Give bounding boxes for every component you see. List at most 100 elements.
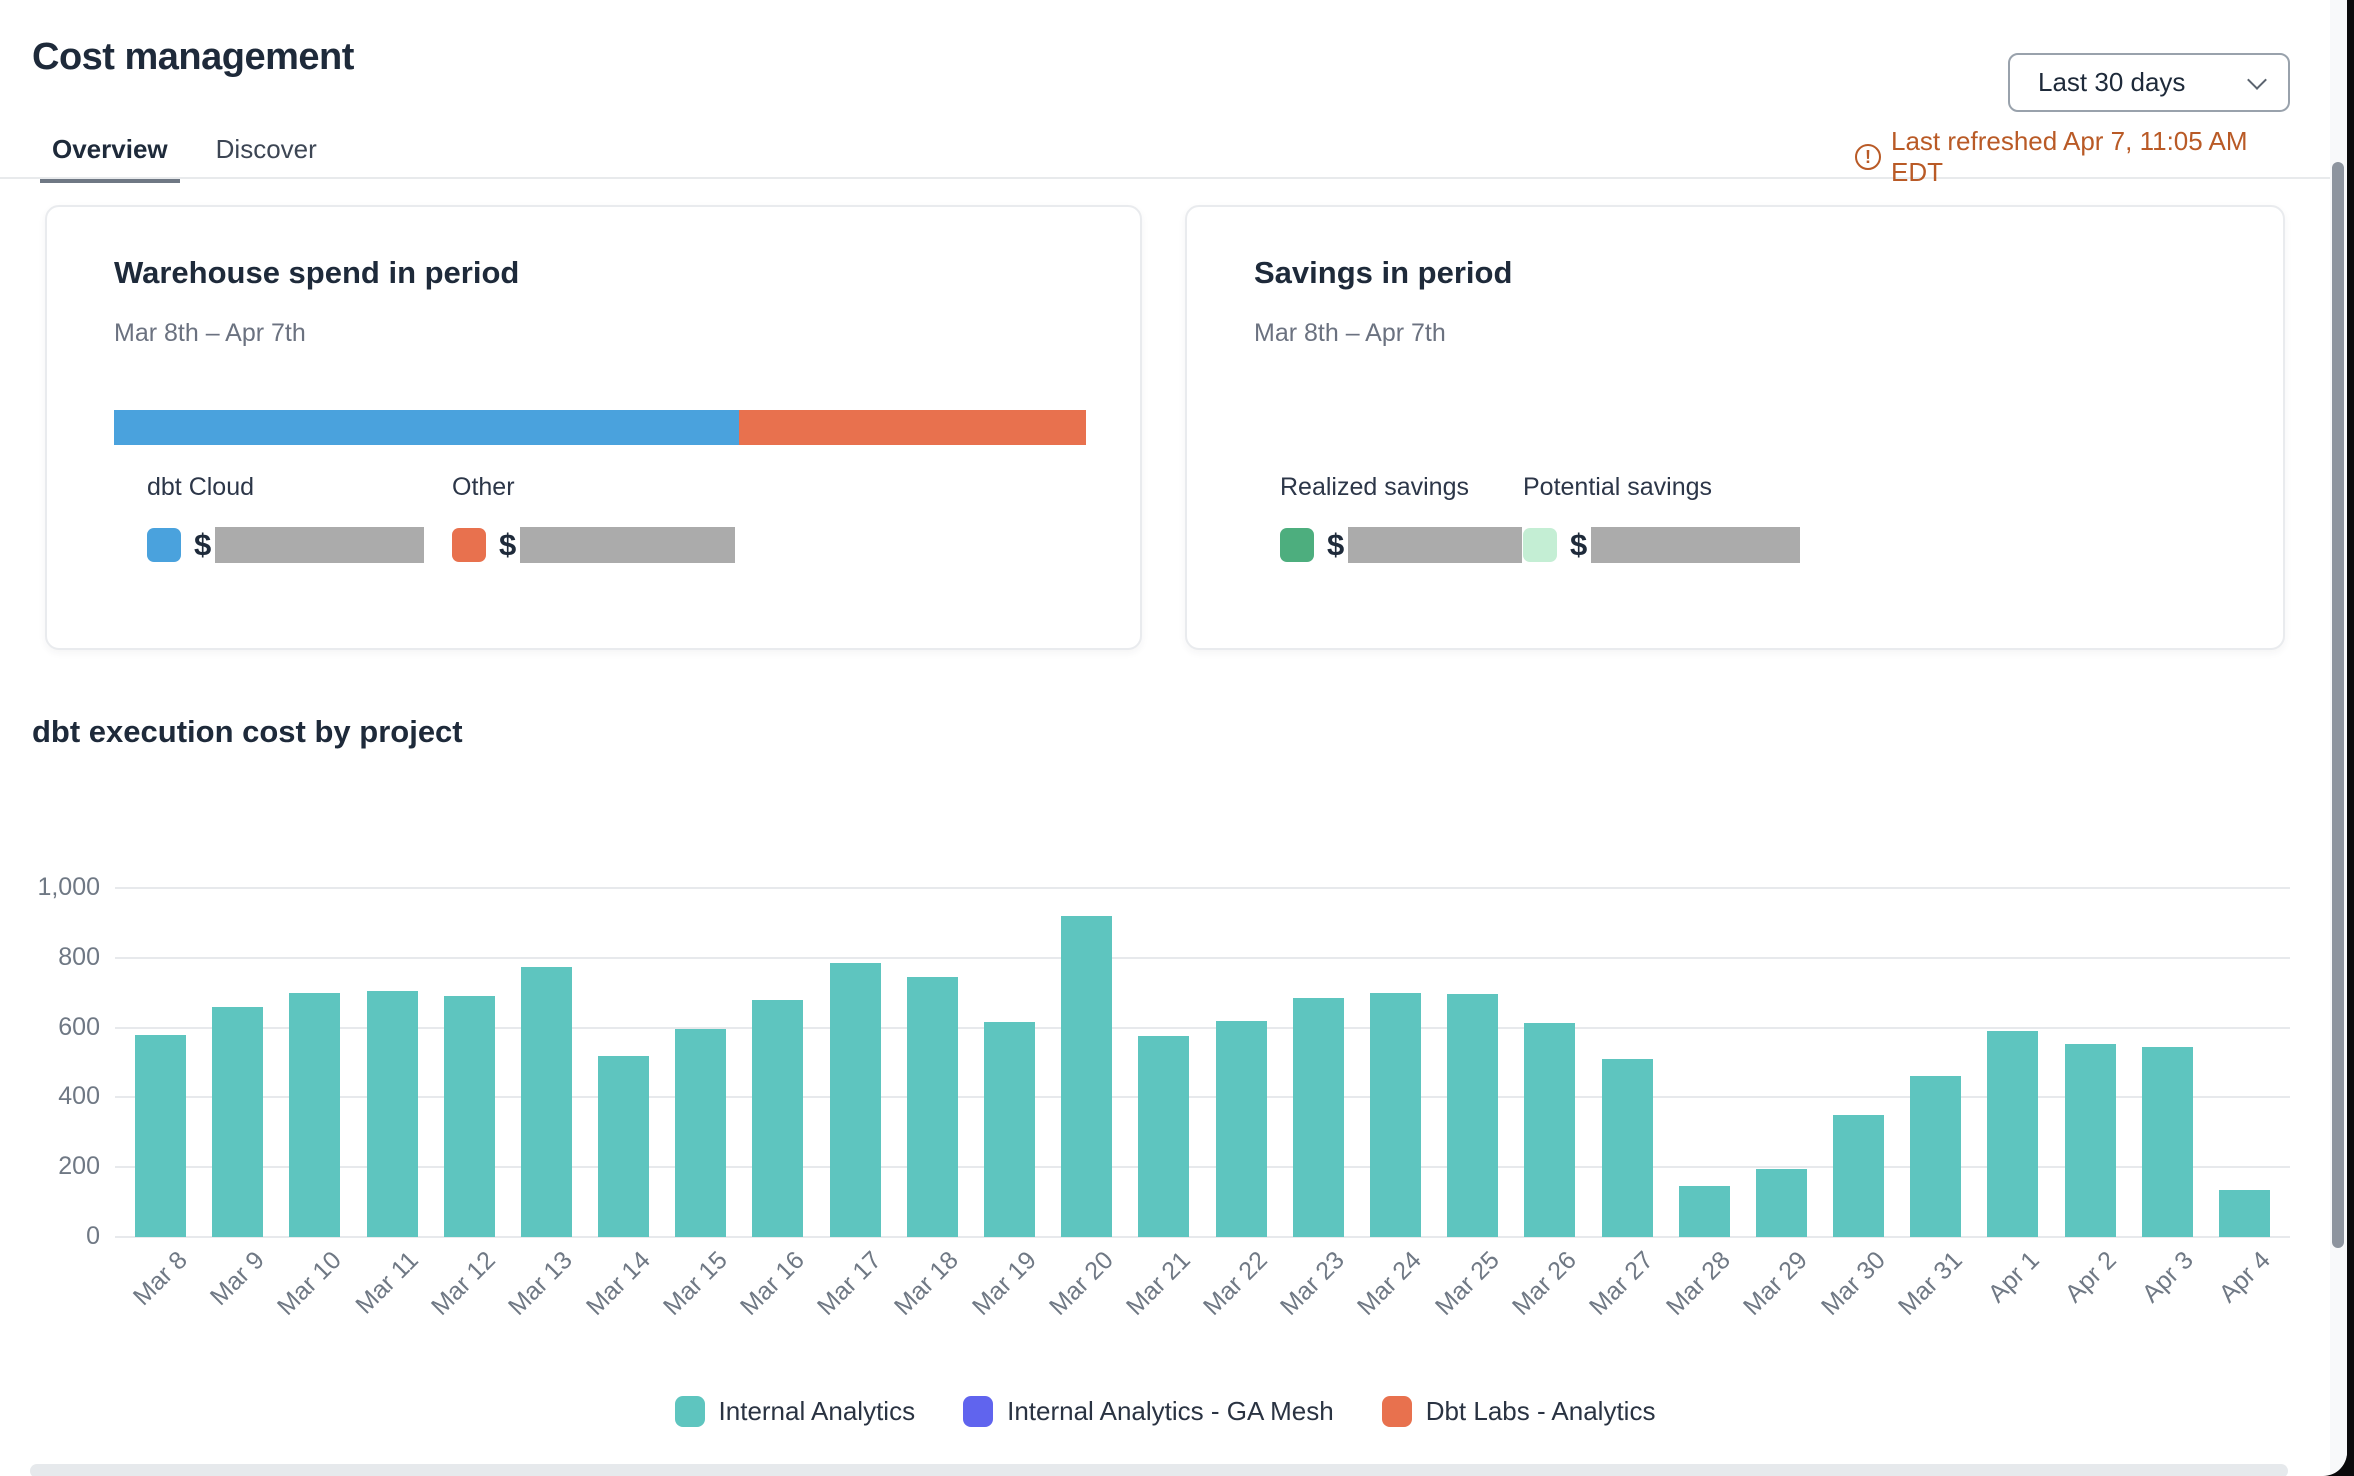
chart-bar[interactable] bbox=[598, 1055, 650, 1237]
x-tick-label: Mar 14 bbox=[580, 1246, 656, 1321]
period-dropdown-value: Last 30 days bbox=[2038, 67, 2186, 97]
spend-value-dbt-cloud: $ bbox=[147, 525, 425, 565]
savings-card: Savings in period Mar 8th – Apr 7th Real… bbox=[1185, 205, 2285, 650]
y-tick-label: 0 bbox=[86, 1222, 100, 1250]
horizontal-scrollbar[interactable] bbox=[30, 1464, 2288, 1476]
last-refreshed-status: ! Last refreshed Apr 7, 11:05 AM EDT bbox=[1855, 126, 2290, 188]
x-tick-label: Mar 25 bbox=[1429, 1246, 1505, 1321]
grid-line bbox=[115, 1026, 2290, 1029]
x-tick-label: Mar 19 bbox=[966, 1246, 1042, 1321]
realized-savings-label: Realized savings bbox=[1280, 473, 1469, 501]
chart-bar[interactable] bbox=[1833, 1114, 1885, 1237]
chart-bar[interactable] bbox=[1755, 1168, 1807, 1237]
y-tick-label: 400 bbox=[58, 1082, 100, 1111]
legend-label: Dbt Labs - Analytics bbox=[1425, 1396, 1656, 1426]
legend-swatch bbox=[1381, 1396, 1412, 1427]
chart-bar[interactable] bbox=[2218, 1189, 2270, 1237]
legend-label: Internal Analytics bbox=[718, 1396, 916, 1426]
x-tick-label: Mar 31 bbox=[1892, 1246, 1968, 1321]
chart-bar[interactable] bbox=[1369, 992, 1421, 1237]
y-tick-label: 800 bbox=[58, 942, 100, 971]
legend-label: Internal Analytics - GA Mesh bbox=[1007, 1396, 1334, 1426]
chart-bar[interactable] bbox=[906, 977, 958, 1237]
chart-bar[interactable] bbox=[1678, 1186, 1730, 1237]
x-tick-label: Apr 3 bbox=[2137, 1246, 2200, 1309]
legend-swatch bbox=[674, 1396, 705, 1427]
chart-bar[interactable] bbox=[1138, 1036, 1190, 1237]
card-title: Savings in period bbox=[1254, 255, 1513, 290]
other-swatch bbox=[452, 528, 486, 562]
chart-bar[interactable] bbox=[212, 1006, 264, 1237]
spend-bar-other[interactable] bbox=[738, 410, 1086, 445]
legend-item[interactable]: Dbt Labs - Analytics bbox=[1381, 1396, 1656, 1427]
chart-bar[interactable] bbox=[1215, 1020, 1267, 1237]
chart-bar[interactable] bbox=[2141, 1046, 2193, 1237]
x-tick-label: Mar 12 bbox=[426, 1246, 502, 1321]
chart-bar[interactable] bbox=[1447, 993, 1499, 1237]
x-tick-label: Mar 26 bbox=[1506, 1246, 1582, 1321]
chart-bar[interactable] bbox=[675, 1029, 727, 1237]
x-tick-label: Mar 23 bbox=[1275, 1246, 1351, 1321]
currency-symbol: $ bbox=[1570, 527, 1588, 562]
x-tick-label: Mar 8 bbox=[127, 1246, 193, 1311]
dbt-cloud-swatch bbox=[147, 528, 181, 562]
chart-bar[interactable] bbox=[1987, 1031, 2039, 1237]
realized-savings-value: $ bbox=[1280, 525, 1523, 565]
chart-bar[interactable] bbox=[443, 996, 495, 1237]
alert-circle-icon: ! bbox=[1855, 144, 1881, 170]
chart-bar[interactable] bbox=[1910, 1075, 1962, 1237]
x-tick-label: Mar 24 bbox=[1352, 1246, 1428, 1321]
x-tick-label: Mar 13 bbox=[503, 1246, 579, 1321]
grid-line bbox=[115, 887, 2290, 889]
currency-symbol: $ bbox=[1327, 527, 1345, 562]
page-title: Cost management bbox=[32, 36, 354, 78]
x-tick-label: Mar 21 bbox=[1120, 1246, 1196, 1321]
x-tick-label: Apr 1 bbox=[1982, 1246, 2045, 1309]
x-tick-label: Apr 4 bbox=[2214, 1246, 2277, 1309]
spend-bar-dbt-cloud[interactable] bbox=[114, 410, 739, 445]
chart-bar[interactable] bbox=[1292, 997, 1344, 1237]
tab-divider bbox=[0, 177, 2330, 179]
chart-bar[interactable] bbox=[1601, 1059, 1653, 1237]
chart-bar[interactable] bbox=[135, 1034, 186, 1237]
grid-line bbox=[115, 1166, 2290, 1169]
chart-bar[interactable] bbox=[366, 990, 418, 1237]
x-tick-label: Apr 2 bbox=[2059, 1246, 2122, 1309]
redacted-value bbox=[520, 527, 736, 563]
chart-bar[interactable] bbox=[1524, 1023, 1576, 1237]
legend-item[interactable]: Internal Analytics - GA Mesh bbox=[963, 1396, 1334, 1427]
y-tick-label: 600 bbox=[58, 1012, 100, 1041]
spend-stacked-bar bbox=[114, 410, 1086, 445]
chart-bar[interactable] bbox=[2064, 1044, 2116, 1237]
chart-bar[interactable] bbox=[520, 966, 572, 1237]
potential-savings-value: $ bbox=[1523, 525, 1801, 565]
warehouse-spend-card: Warehouse spend in period Mar 8th – Apr … bbox=[45, 205, 1142, 650]
grid-line bbox=[115, 1236, 2290, 1238]
chart-bar[interactable] bbox=[829, 963, 881, 1237]
period-dropdown[interactable]: Last 30 days bbox=[2008, 53, 2290, 112]
x-tick-label: Mar 9 bbox=[204, 1246, 270, 1311]
x-tick-label: Mar 11 bbox=[350, 1246, 424, 1320]
spend-value-other: $ bbox=[452, 525, 736, 565]
chart-plot[interactable] bbox=[115, 887, 2290, 1238]
chart-bar[interactable] bbox=[984, 1022, 1036, 1237]
redacted-value bbox=[1591, 527, 1801, 563]
potential-savings-swatch bbox=[1523, 528, 1557, 562]
chart-bar[interactable] bbox=[1061, 915, 1113, 1237]
chart-bar[interactable] bbox=[752, 999, 804, 1237]
y-tick-label: 200 bbox=[58, 1152, 100, 1181]
x-tick-label: Mar 22 bbox=[1198, 1246, 1273, 1321]
grid-line bbox=[115, 1096, 2290, 1099]
realized-savings-swatch bbox=[1280, 528, 1314, 562]
last-refreshed-text: Last refreshed Apr 7, 11:05 AM EDT bbox=[1891, 126, 2248, 187]
tab-discover[interactable]: Discover bbox=[215, 134, 317, 164]
chart-bar[interactable] bbox=[289, 992, 341, 1237]
card-title: Warehouse spend in period bbox=[114, 255, 520, 290]
chart-y-axis-labels: 0 200 400 600 800 1,000 bbox=[0, 873, 100, 1250]
tab-overview[interactable]: Overview bbox=[40, 134, 180, 183]
x-tick-label: Mar 27 bbox=[1583, 1246, 1659, 1321]
vertical-scrollbar-thumb[interactable] bbox=[2332, 162, 2344, 1248]
chart-x-axis-labels: Mar 8 Mar 9 Mar 10 Mar 11 Mar 12 Mar 13 Mar 14… bbox=[115, 1246, 2290, 1346]
legend-item[interactable]: Internal Analytics bbox=[674, 1396, 916, 1427]
